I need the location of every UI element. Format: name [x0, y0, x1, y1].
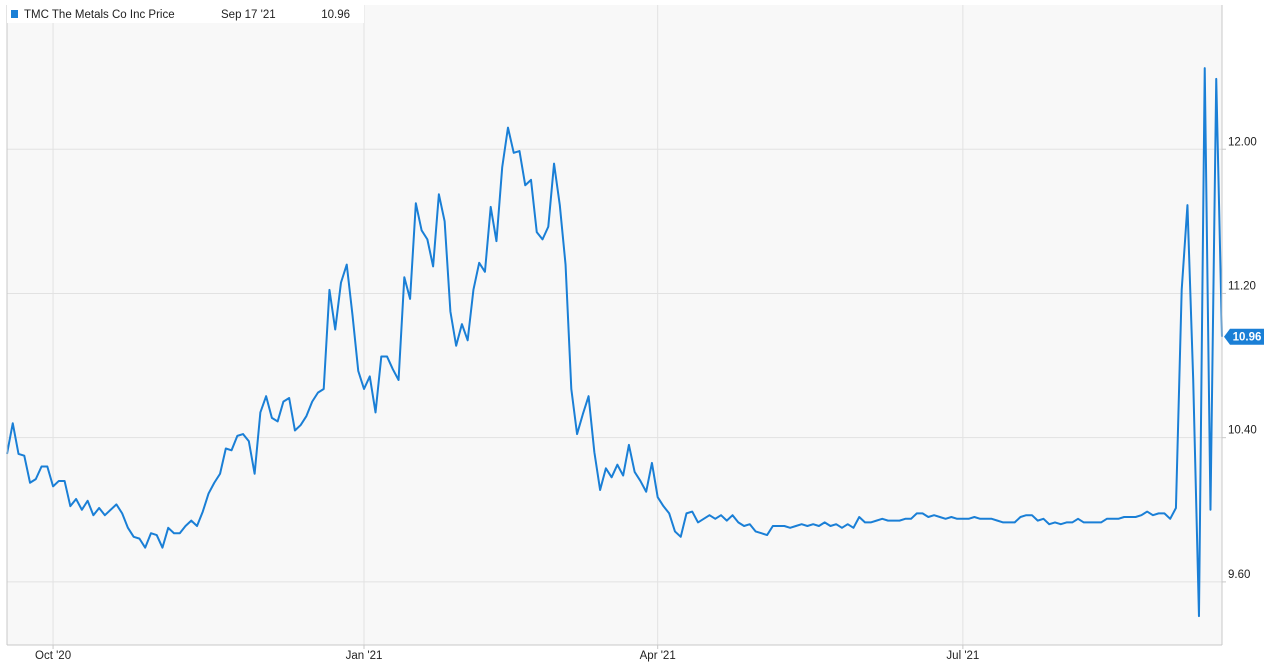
- x-tick-label: Apr '21: [640, 650, 676, 662]
- x-tick-label: Jul '21: [946, 650, 979, 662]
- legend-date: Sep 17 '21: [221, 9, 276, 21]
- legend: TMC The Metals Co Inc Price Sep 17 '21 1…: [7, 5, 364, 23]
- x-tick-label: Jan '21: [346, 650, 383, 662]
- marks: [6, 67, 1223, 618]
- legend-swatch: [11, 10, 18, 18]
- x-tick-label: Oct '20: [35, 650, 71, 662]
- y-tick-label: 11.20: [1228, 280, 1256, 292]
- legend-name: TMC The Metals Co Inc Price: [24, 9, 175, 21]
- y-tick-label: 10.40: [1228, 425, 1257, 437]
- price-line: [6, 67, 1223, 618]
- legend-value: 10.96: [321, 9, 350, 21]
- last-price-tag: [1224, 328, 1264, 345]
- y-tick-label: 12.00: [1228, 136, 1257, 148]
- legend-box: [7, 5, 364, 23]
- grid: [7, 5, 1222, 645]
- last-price-label: 10.96: [1233, 332, 1262, 344]
- plot-area: [7, 5, 1222, 645]
- y-tick-label: 9.60: [1228, 569, 1250, 581]
